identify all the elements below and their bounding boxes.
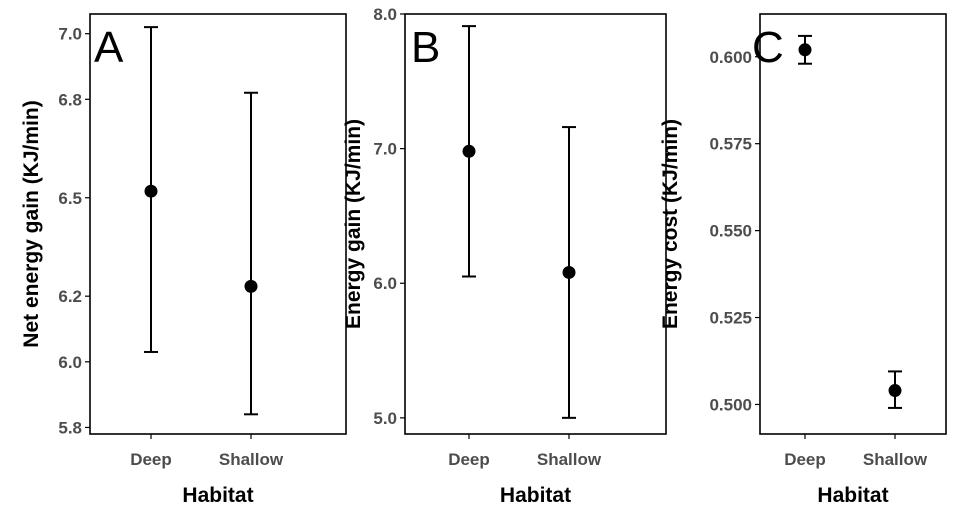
y-tick-label: 5.8 (58, 418, 82, 437)
y-axis-title: Energy cost (KJ/min) (659, 119, 682, 329)
y-axis-title: Energy gain (KJ/min) (342, 119, 365, 329)
panel-b: 5.0 6.0 7.0 8.0 Deep Shallow Habitat Energy gai… (342, 5, 667, 507)
x-tick-label: Deep (448, 450, 490, 469)
x-axis-title: Habitat (182, 484, 253, 507)
y-tick-label: 0.550 (709, 222, 752, 241)
data-point (144, 184, 158, 198)
panel-label: A (94, 23, 124, 72)
panel-c: 0.500 0.525 0.550 0.575 0.600 Deep Shallow Habi… (659, 13, 947, 507)
panel-border (89, 13, 347, 435)
x-tick-label: Shallow (537, 450, 602, 469)
y-axis-title: Net energy gain (KJ/min) (20, 100, 43, 347)
data-point (562, 265, 576, 279)
y-tick-label: 5.0 (373, 409, 397, 428)
y-tick-label: 6.0 (373, 274, 397, 293)
panel-label: B (411, 23, 440, 72)
data-point (798, 43, 812, 57)
y-tick-label: 0.525 (709, 309, 752, 328)
x-tick-label: Shallow (863, 450, 928, 469)
data-point (462, 144, 476, 158)
panel-border (404, 13, 667, 435)
panel-border (759, 13, 947, 435)
panel-label: C (752, 23, 784, 72)
x-axis-title: Habitat (817, 484, 888, 507)
y-tick-label: 6.2 (58, 287, 82, 306)
panel-a: 5.8 6.0 6.2 6.5 6.8 7.0 Deep Shallow Habitat Net … (20, 13, 347, 507)
x-axis-title: Habitat (500, 484, 571, 507)
y-tick-label: 7.0 (58, 25, 82, 44)
y-tick-label: 0.500 (709, 395, 752, 414)
y-tick-label: 7.0 (373, 140, 397, 159)
y-tick-label: 6.0 (58, 353, 82, 372)
y-tick-label: 0.600 (709, 48, 752, 67)
y-tick-label: 6.8 (58, 90, 82, 109)
y-tick-label: 6.5 (58, 189, 82, 208)
y-tick-label: 8.0 (373, 5, 397, 24)
x-tick-label: Deep (784, 450, 826, 469)
x-tick-label: Shallow (219, 450, 284, 469)
data-point (888, 384, 902, 398)
data-point (244, 279, 258, 293)
x-tick-label: Deep (130, 450, 172, 469)
y-tick-label: 0.575 (709, 135, 752, 154)
